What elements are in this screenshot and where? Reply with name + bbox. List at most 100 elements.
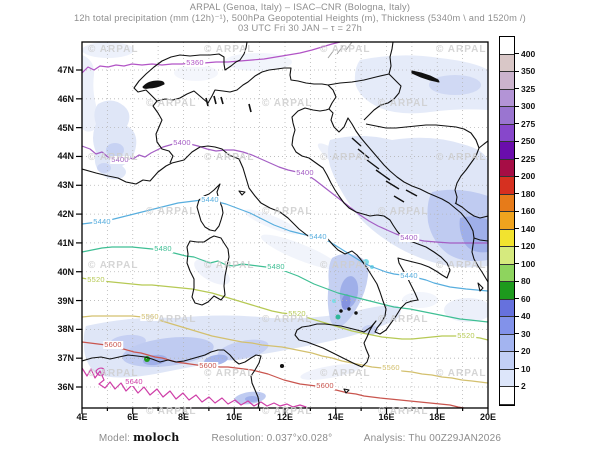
lon-label: 6E — [127, 412, 139, 422]
watermark: © ARPAL — [146, 98, 197, 109]
lat-label: 43N — [57, 180, 74, 191]
contour-label: 5480 — [266, 262, 286, 271]
colorbar-tick-label: 120 — [521, 241, 536, 251]
lat-label: 40N — [57, 266, 74, 277]
island-aeolian-2 — [347, 307, 351, 311]
colorbar-tick-label: 200 — [521, 171, 536, 181]
watermark: © ARPAL — [146, 206, 197, 217]
watermark: © ARPAL — [88, 368, 139, 379]
colorbar-tick — [515, 193, 519, 194]
colorbar-tick-label: 2 — [521, 381, 526, 391]
colorbar-tick — [515, 245, 519, 247]
analysis-label: Analysis: — [363, 433, 406, 444]
title-line-fields: 12h total precipitation (mm (12h)⁻¹), 50… — [74, 12, 526, 23]
resolution-label: Resolution: — [211, 433, 264, 444]
colorbar-segment — [500, 387, 514, 405]
lon-label: 14E — [327, 412, 344, 422]
colorbar-tick — [515, 210, 519, 212]
contour-5520 — [82, 277, 488, 341]
figure-title: ARPAL (Genoa, Italy) – ISAC–CNR (Bologna… — [0, 2, 600, 34]
contour-label: 5360 — [185, 58, 205, 67]
analysis-value: Thu 00Z29JAN2026 — [408, 433, 502, 444]
lat-label: 38N — [57, 324, 74, 335]
colorbar-tick — [515, 53, 519, 54]
watermark: © ARPAL — [262, 314, 313, 325]
island-aeolian-1 — [339, 309, 343, 313]
colorbar-tick — [515, 350, 519, 352]
border-austria-slovenia — [327, 42, 394, 86]
footer-info: Model: moloch Resolution: 0.037°x0.028° … — [0, 431, 600, 444]
lon-label: 10E — [226, 412, 243, 422]
watermark: © ARPAL — [378, 206, 429, 217]
colorbar-tick — [515, 70, 519, 72]
border-slovenia-croatia — [363, 73, 402, 121]
colorbar-tick-label: 300 — [521, 101, 536, 111]
colorbar-segment — [500, 352, 514, 370]
lon-label: 12E — [276, 412, 293, 422]
lat-label: 45N — [57, 122, 74, 133]
island-malta — [343, 388, 350, 394]
colorbar-tick-label: 40 — [521, 311, 531, 321]
watermark: © ARPAL — [320, 260, 371, 271]
contour-label: 5440 — [308, 232, 328, 241]
border-croatia-bosnia — [365, 123, 480, 204]
title-line-validtime: 03 UTC Fri 30 JAN – τ = 27h — [237, 23, 363, 33]
colorbar-tick — [515, 368, 519, 369]
watermark: © ARPAL — [378, 314, 429, 325]
colorbar-segment — [500, 177, 514, 195]
watermark: © ARPAL — [88, 152, 139, 163]
colorbar-tick-label: 400 — [521, 48, 536, 59]
contour-label: 5640 — [124, 377, 144, 386]
lon-label: 4E — [76, 412, 88, 422]
colorbar-tick-label: 275 — [521, 118, 536, 129]
colorbar-tick-label: 160 — [521, 206, 536, 216]
contour-label: 5520 — [456, 331, 476, 340]
colorbar-tick-label: 350 — [521, 66, 536, 76]
lon-label: 18E — [429, 412, 446, 422]
contour-label: 5600 — [198, 361, 218, 370]
colorbar-segment — [500, 264, 514, 282]
colorbar-tick — [515, 228, 519, 229]
watermark: © ARPAL — [262, 98, 313, 109]
watermark: © ARPAL — [378, 406, 429, 417]
contour-label: 5600 — [315, 381, 335, 390]
colorbar-segment — [500, 299, 514, 317]
watermark: © ARPAL — [436, 152, 487, 163]
island-corfu — [477, 282, 484, 292]
border-montenegro-albania — [454, 202, 488, 219]
island-pantelleria — [279, 363, 285, 369]
colorbar-tick-label: 325 — [521, 83, 536, 94]
watermark: © ARPAL — [320, 368, 371, 379]
colorbar-tick-label: 10 — [521, 363, 531, 374]
coastline-mainland — [82, 107, 488, 335]
watermark: © ARPAL — [262, 406, 313, 417]
axis-ticks — [76, 69, 489, 414]
watermark: © ARPAL — [146, 314, 197, 325]
lon-label: 16E — [378, 412, 395, 422]
contour-label: 5480 — [153, 244, 173, 253]
watermark: © ARPAL — [320, 44, 371, 55]
colorbar-tick — [515, 158, 519, 159]
lakes-north-italy — [205, 95, 252, 113]
contour-label: 5400 — [110, 155, 130, 164]
border-alps — [156, 67, 337, 110]
contour-label: 5560 — [140, 312, 160, 321]
colorbar-segment — [500, 229, 514, 247]
contour-5640-loop — [95, 367, 105, 377]
watermark: © ARPAL — [320, 152, 371, 163]
lat-label: 37N — [57, 353, 74, 364]
contour-label: 5440 — [92, 217, 112, 226]
colorbar-segment — [500, 124, 514, 142]
colorbar-segment — [500, 54, 514, 72]
colorbar-segment — [500, 107, 514, 125]
lat-label: 36N — [57, 382, 74, 392]
watermark: © ARPAL — [204, 368, 255, 379]
contour-5400 — [82, 142, 488, 244]
colorbar-segment — [500, 212, 514, 230]
lon-label: 8E — [177, 412, 189, 422]
contour-label: 5400 — [399, 233, 419, 242]
lat-label: 47N — [57, 65, 74, 75]
watermark: © ARPAL — [436, 44, 487, 55]
thickness-5340-hatches — [327, 41, 353, 59]
contour-5600 — [82, 341, 465, 408]
